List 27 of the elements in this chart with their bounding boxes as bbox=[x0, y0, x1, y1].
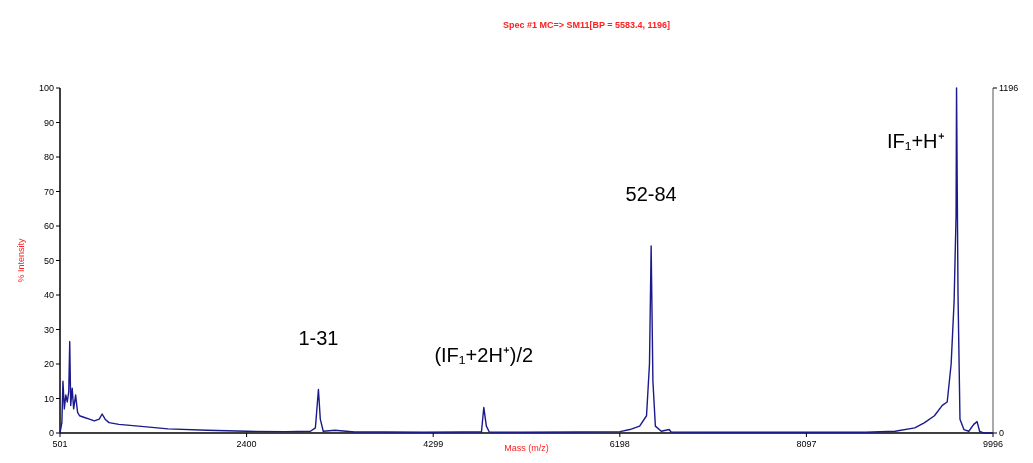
annotation: 52-84 bbox=[625, 183, 677, 206]
x-tick-label: 501 bbox=[52, 439, 68, 449]
y-tick-label: 10 bbox=[43, 393, 54, 404]
x-tick-label: 8097 bbox=[796, 439, 817, 449]
y-axis-title: % Intensity bbox=[16, 238, 26, 283]
y-tick-label: 40 bbox=[43, 290, 54, 300]
y-tick-label: 20 bbox=[43, 359, 54, 369]
x-tick-label: 2400 bbox=[236, 439, 257, 449]
x-tick-label: 9996 bbox=[982, 439, 1004, 449]
x-axis-title: Mass (m/z) bbox=[504, 443, 549, 453]
annotation: 1-31 bbox=[298, 326, 339, 349]
annotation: IF₁+H⁺ bbox=[886, 130, 945, 152]
chart-title: Spec #1 MC=> SM11[BP = 5583.4, 1196] bbox=[502, 20, 671, 30]
x-tick-label: 4299 bbox=[423, 439, 444, 449]
x-tick-label: 6198 bbox=[609, 439, 630, 449]
y-tick-label: 100 bbox=[38, 83, 54, 93]
y-tick-label: 30 bbox=[43, 324, 54, 335]
y-tick-label: 80 bbox=[43, 152, 54, 162]
y2-tick-label: 0 bbox=[999, 428, 1005, 438]
annotation: (IF₁+2H⁺)/2 bbox=[434, 344, 534, 367]
y-tick-label: 60 bbox=[43, 221, 54, 231]
y-tick-label: 90 bbox=[43, 117, 54, 128]
y-tick-label: 0 bbox=[48, 428, 54, 438]
line-series bbox=[59, 87, 994, 434]
y2-tick-label: 1196 bbox=[999, 83, 1019, 93]
y-tick-label: 50 bbox=[43, 255, 54, 266]
y-tick-label: 70 bbox=[43, 186, 54, 197]
